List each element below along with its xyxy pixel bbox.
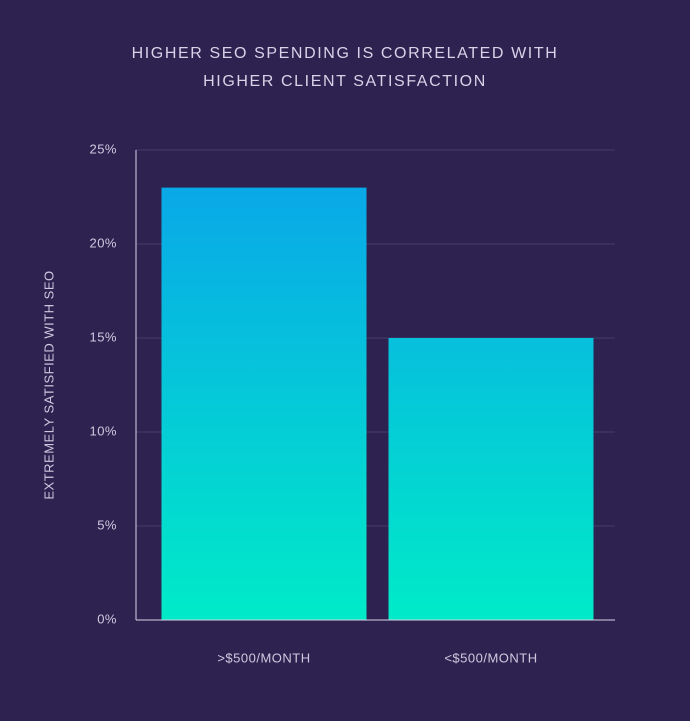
y-tick-label: 25%: [89, 141, 117, 156]
bar: [161, 187, 367, 620]
x-tick-label: <$500/MONTH: [444, 650, 537, 665]
bar: [388, 338, 594, 620]
y-tick-label: 0%: [97, 611, 117, 626]
y-tick-label: 15%: [89, 329, 117, 344]
y-axis-label: EXTREMELY SATISFIED WITH SEO: [41, 270, 56, 499]
x-tick-label: >$500/MONTH: [217, 650, 310, 665]
y-tick-label: 5%: [97, 517, 117, 532]
chart-title: HIGHER SEO SPENDING IS CORRELATED WITH H…: [131, 45, 559, 90]
y-tick-label: 20%: [89, 235, 117, 250]
y-tick-label: 10%: [89, 423, 117, 438]
